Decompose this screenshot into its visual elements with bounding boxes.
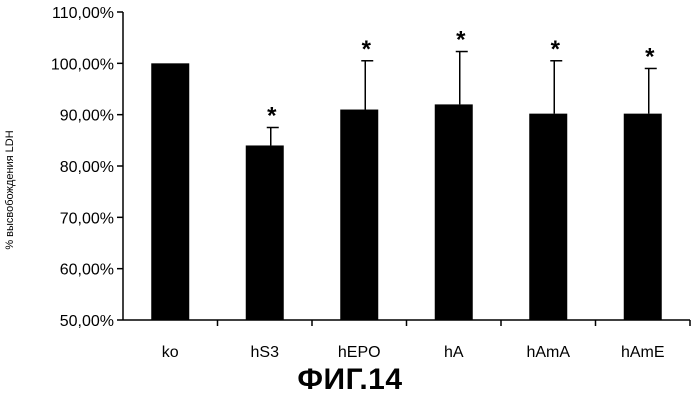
significance-marker-hAmE: * (645, 43, 655, 70)
significance-marker-hS3: * (267, 103, 277, 130)
figure-caption: ФИГ.14 (0, 363, 700, 397)
y-tick-label: 100,00% (51, 56, 114, 73)
x-tick-label-hAmA: hAmA (526, 344, 570, 361)
x-tick-label-hAmE: hAmE (621, 344, 665, 361)
x-tick-label-hS3: hS3 (251, 344, 280, 361)
bar-ko (151, 63, 189, 320)
y-axis-title: % высвобождения LDH (4, 130, 16, 249)
x-tick-label-hA: hA (444, 344, 464, 361)
bar-hEPO (340, 110, 378, 320)
y-tick-label: 50,00% (60, 313, 114, 330)
y-tick-label: 70,00% (60, 210, 114, 227)
y-tick-label: 90,00% (60, 108, 114, 125)
y-tick-label: 80,00% (60, 159, 114, 176)
significance-marker-hEPO: * (362, 36, 372, 63)
y-tick-label: 110,00% (52, 5, 114, 22)
y-tick-label: 60,00% (60, 262, 114, 279)
bar-hA (435, 104, 473, 320)
bar-hS3 (246, 145, 284, 320)
bar-hAmA (529, 114, 567, 320)
x-tick-label-ko: ko (162, 344, 179, 361)
x-tick-label-hEPO: hEPO (338, 344, 381, 361)
significance-marker-hAmA: * (551, 36, 561, 63)
bar-hAmE (624, 114, 662, 320)
significance-marker-hA: * (456, 27, 466, 54)
